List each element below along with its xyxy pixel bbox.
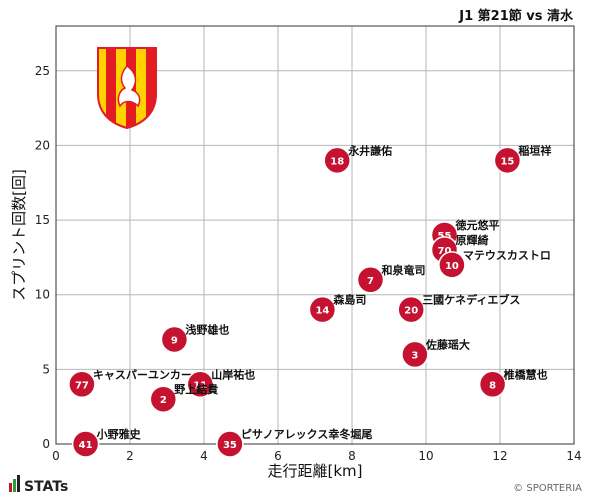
point-player-name: マテウスカストロ	[463, 249, 551, 262]
grid	[55, 26, 575, 445]
x-axis-label: 走行距離[km]	[267, 462, 362, 480]
point-player-name: 小野雅史	[96, 427, 142, 441]
scatter-point: 2 野上結貴	[149, 382, 218, 413]
point-number: 7	[367, 276, 374, 287]
point-player-name: 稲垣祥	[518, 143, 551, 157]
club-crest-icon	[97, 47, 157, 130]
point-marker	[71, 430, 100, 458]
x-tick-label: 14	[566, 449, 581, 463]
point-number: 20	[404, 306, 418, 317]
point-marker	[478, 370, 507, 399]
point-marker	[438, 251, 466, 279]
x-tick-label: 10	[418, 449, 433, 463]
point-number: 11	[193, 380, 207, 391]
scatter-point: 77 キャスパーユンカー	[68, 368, 192, 399]
point-number: 9	[171, 336, 178, 347]
point-player-name: 徳元悠平	[455, 218, 500, 232]
scatter-point: 7 和泉竜司	[356, 263, 426, 294]
point-number: 8	[489, 380, 496, 391]
x-tick-label: 8	[348, 449, 356, 463]
point-number: 70	[438, 246, 452, 257]
y-axis-label: スプリント回数[回]	[10, 169, 28, 301]
point-player-name: 椎橋慧也	[503, 367, 548, 381]
axis-ticks: 0 2 4 6 8 10 12 14 0 5 10 15 20 25	[35, 64, 582, 463]
y-tick-label: 20	[35, 138, 50, 152]
point-marker	[356, 266, 385, 294]
x-tick-label: 2	[126, 449, 134, 463]
point-number: 77	[75, 380, 89, 391]
point-number: 35	[223, 440, 237, 451]
scatter-point: 20 三國ケネディエブス	[397, 293, 520, 324]
scatter-point: 10 マテウスカストロ	[438, 249, 551, 279]
point-number: 2	[160, 395, 167, 406]
scatter-point: 8 椎橋慧也	[478, 367, 548, 399]
scatter-point: 14 森島司	[308, 293, 366, 324]
point-marker	[308, 295, 337, 324]
point-marker	[160, 325, 189, 354]
scatter-points: 18永井謙佑15稲垣祥55徳元悠平70原輝綺10マテウスカストロ7和泉竜司14森…	[68, 143, 551, 458]
y-tick-label: 5	[42, 362, 50, 376]
point-player-name: 原輝綺	[456, 233, 489, 247]
plot-frame	[55, 25, 575, 445]
point-number: 10	[445, 261, 459, 272]
x-tick-label: 12	[492, 449, 507, 463]
x-tick-label: 0	[52, 449, 60, 463]
point-marker	[397, 295, 425, 324]
point-number: 3	[411, 350, 418, 361]
point-marker	[323, 146, 351, 175]
y-tick-label: 10	[35, 288, 50, 302]
footer-copyright: © SPORTERIA	[513, 483, 582, 494]
point-player-name: 山岸祐也	[211, 367, 255, 381]
y-tick-label: 0	[42, 437, 50, 451]
scatter-point: 3 佐藤瑶大	[401, 337, 470, 369]
x-tick-label: 4	[200, 449, 208, 463]
point-marker	[401, 340, 429, 369]
point-player-name: 三國ケネディエブス	[422, 293, 520, 307]
point-number: 41	[79, 440, 93, 451]
x-tick-label: 6	[274, 449, 282, 463]
point-player-name: 浅野雄也	[185, 323, 229, 337]
scatter-point: 11 山岸祐也	[186, 367, 255, 399]
point-player-name: 和泉竜司	[382, 263, 426, 277]
point-player-name: ピサノアレックス幸冬堀尾	[241, 427, 372, 441]
point-marker	[493, 146, 522, 175]
y-tick-label: 15	[35, 213, 50, 227]
point-player-name: 永井謙佑	[347, 143, 392, 157]
footer-brand: STATs	[24, 479, 68, 495]
scatter-point: 35 ピサノアレックス幸冬堀尾	[216, 427, 372, 458]
stats-logo-icon	[9, 475, 20, 492]
point-marker	[216, 430, 244, 458]
point-marker	[68, 370, 96, 399]
point-marker	[149, 385, 178, 413]
point-number: 14	[315, 306, 329, 317]
point-marker	[186, 370, 215, 399]
point-player-name: 佐藤瑶大	[425, 337, 470, 351]
scatter-point: 15 稲垣祥	[493, 143, 551, 175]
point-player-name: 野上結貴	[174, 382, 218, 396]
point-number: 18	[330, 156, 344, 167]
point-number: 15	[500, 156, 514, 167]
scatter-point: 9 浅野雄也	[160, 323, 229, 354]
chart-title: J1 第21節 vs 清水	[458, 8, 574, 24]
point-player-name: キャスパーユンカー	[93, 368, 192, 381]
point-player-name: 森島司	[333, 293, 366, 307]
y-tick-label: 25	[35, 64, 50, 78]
